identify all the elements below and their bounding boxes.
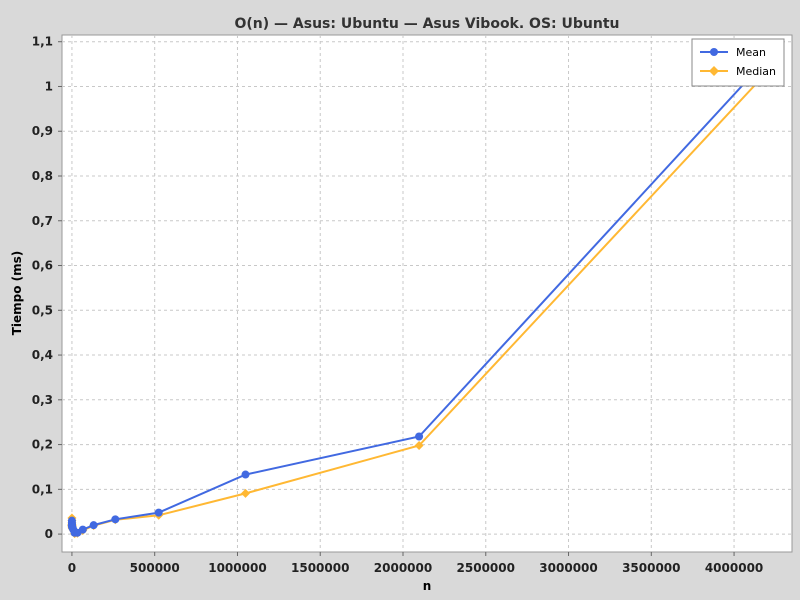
x-tick-label: 2000000 (374, 561, 432, 575)
y-tick-label: 1,1 (32, 35, 53, 49)
mean-point (78, 525, 87, 534)
mean-point (111, 515, 120, 524)
series-layer (67, 55, 771, 539)
grid-lines (62, 35, 792, 552)
x-tick-label: 4000000 (705, 561, 763, 575)
legend-box (691, 38, 785, 87)
x-tick-label: 500000 (130, 561, 180, 575)
mean-point (154, 508, 163, 517)
y-tick-label: 0,6 (32, 259, 53, 273)
legend-label-mean: Mean (736, 46, 766, 59)
legend-marker-median (709, 66, 719, 76)
y-tick-label: 0,8 (32, 169, 53, 183)
mean-point (415, 432, 424, 441)
median-point (414, 440, 424, 450)
series-mean (67, 55, 771, 537)
legend: Mean Median (691, 38, 785, 87)
y-tick-label: 0,3 (32, 393, 53, 407)
chart-title: O(n) — Asus: Ubuntu — Asus Vibook. OS: U… (234, 16, 619, 32)
x-axis-label: n (423, 579, 432, 593)
x-tick-label: 1500000 (291, 561, 349, 575)
y-axis-ticks: 0 0,1 0,2 0,3 0,4 0,5 0,6 0,7 0,8 0,9 1 1,1 (32, 35, 62, 541)
y-tick-label: 1 (45, 79, 53, 93)
x-tick-label: 2500000 (457, 561, 515, 575)
y-tick-label: 0,2 (32, 438, 53, 452)
y-tick-label: 0,9 (32, 124, 53, 138)
y-tick-label: 0,4 (32, 348, 53, 362)
x-tick-label: 0 (68, 561, 76, 575)
y-tick-label: 0,5 (32, 303, 53, 317)
x-tick-label: 3500000 (622, 561, 680, 575)
legend-label-median: Median (736, 65, 776, 78)
y-tick-label: 0,7 (32, 214, 53, 228)
x-axis-ticks: 0 500000 1000000 1500000 2000000 2500000 30000… (68, 552, 763, 575)
x-tick-label: 3000000 (539, 561, 597, 575)
plot-area (61, 34, 793, 553)
mean-point (241, 470, 250, 479)
x-tick-label: 1000000 (208, 561, 266, 575)
y-tick-label: 0 (45, 527, 53, 541)
median-point (241, 488, 251, 498)
y-axis-label: Tiempo (ms) (10, 251, 24, 336)
legend-marker-mean (710, 48, 718, 56)
y-tick-label: 0,1 (32, 482, 53, 496)
mean-point (89, 521, 98, 530)
